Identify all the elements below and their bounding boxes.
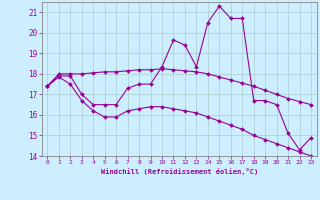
X-axis label: Windchill (Refroidissement éolien,°C): Windchill (Refroidissement éolien,°C) [100,168,258,175]
